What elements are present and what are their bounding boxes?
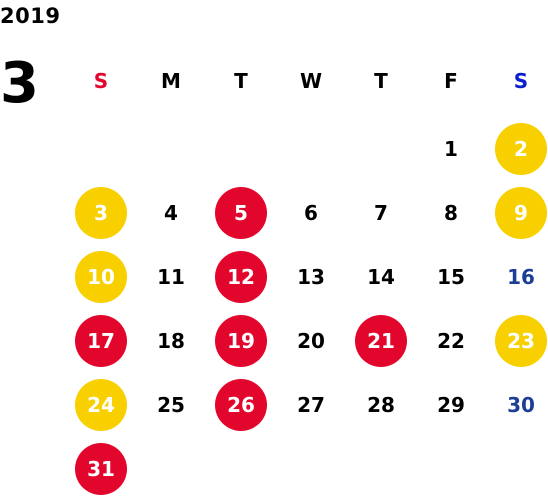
day-cell[interactable]: 4: [136, 181, 206, 245]
day-cell[interactable]: 3: [66, 181, 136, 245]
day-number: 10: [75, 251, 127, 303]
day-cell[interactable]: 24: [66, 373, 136, 437]
year-label: 2019: [0, 4, 61, 28]
day-number: 21: [355, 315, 407, 367]
weekday-header: T: [234, 68, 248, 93]
calendar-grid: S M T W T F S 1 2 3 4 5 6 7 8 9 10 11 12 13 14 15 16 17 18 19 20 21…: [66, 53, 548, 501]
day-cell[interactable]: 16: [486, 245, 548, 309]
day-cell[interactable]: 27: [276, 373, 346, 437]
day-cell[interactable]: 25: [136, 373, 206, 437]
day-cell[interactable]: 18: [136, 309, 206, 373]
day-number: 3: [75, 187, 127, 239]
day-number: 4: [164, 201, 178, 225]
day-cell[interactable]: 14: [346, 245, 416, 309]
day-cell[interactable]: 21: [346, 309, 416, 373]
day-cell[interactable]: 13: [276, 245, 346, 309]
day-number: 25: [157, 393, 185, 417]
weekday-header: T: [374, 68, 388, 93]
day-cell[interactable]: 22: [416, 309, 486, 373]
day-number: 19: [215, 315, 267, 367]
day-cell[interactable]: 9: [486, 181, 548, 245]
weekday-header: M: [161, 68, 181, 93]
day-number: 17: [75, 315, 127, 367]
day-cell[interactable]: 26: [206, 373, 276, 437]
day-cell[interactable]: 15: [416, 245, 486, 309]
day-number: 12: [215, 251, 267, 303]
day-cell[interactable]: 23: [486, 309, 548, 373]
empty-cell: [66, 117, 136, 181]
day-number: 26: [215, 379, 267, 431]
month-number: 3: [0, 51, 39, 116]
day-cell[interactable]: 17: [66, 309, 136, 373]
day-cell[interactable]: 10: [66, 245, 136, 309]
day-number: 15: [437, 265, 465, 289]
day-number: 28: [367, 393, 395, 417]
day-number: 31: [75, 443, 127, 495]
weekday-header: W: [299, 68, 323, 93]
day-cell[interactable]: 11: [136, 245, 206, 309]
day-number: 8: [444, 201, 458, 225]
day-number: 18: [157, 329, 185, 353]
day-cell[interactable]: 5: [206, 181, 276, 245]
day-cell[interactable]: 2: [486, 117, 548, 181]
day-number: 23: [495, 315, 547, 367]
day-number: 14: [367, 265, 395, 289]
day-cell[interactable]: 20: [276, 309, 346, 373]
day-cell[interactable]: 31: [66, 437, 136, 501]
empty-cell: [206, 117, 276, 181]
weekday-header: F: [444, 68, 458, 93]
day-number: 27: [297, 393, 325, 417]
day-cell[interactable]: 1: [416, 117, 486, 181]
day-number: 9: [495, 187, 547, 239]
day-number: 5: [215, 187, 267, 239]
weekday-header: S: [93, 68, 109, 93]
day-number: 7: [374, 201, 388, 225]
day-cell[interactable]: 28: [346, 373, 416, 437]
weekday-header: S: [513, 68, 529, 93]
empty-cell: [136, 117, 206, 181]
day-cell[interactable]: 12: [206, 245, 276, 309]
day-number: 11: [157, 265, 185, 289]
day-cell[interactable]: 29: [416, 373, 486, 437]
day-cell[interactable]: 7: [346, 181, 416, 245]
empty-cell: [346, 117, 416, 181]
day-cell[interactable]: 8: [416, 181, 486, 245]
day-number: 30: [507, 393, 535, 417]
day-number: 24: [75, 379, 127, 431]
empty-cell: [276, 117, 346, 181]
day-number: 6: [304, 201, 318, 225]
day-cell[interactable]: 30: [486, 373, 548, 437]
day-number: 16: [507, 265, 535, 289]
day-number: 2: [495, 123, 547, 175]
day-number: 20: [297, 329, 325, 353]
day-cell[interactable]: 6: [276, 181, 346, 245]
day-number: 13: [297, 265, 325, 289]
day-number: 29: [437, 393, 465, 417]
day-number: 22: [437, 329, 465, 353]
day-cell[interactable]: 19: [206, 309, 276, 373]
day-number: 1: [444, 137, 458, 161]
